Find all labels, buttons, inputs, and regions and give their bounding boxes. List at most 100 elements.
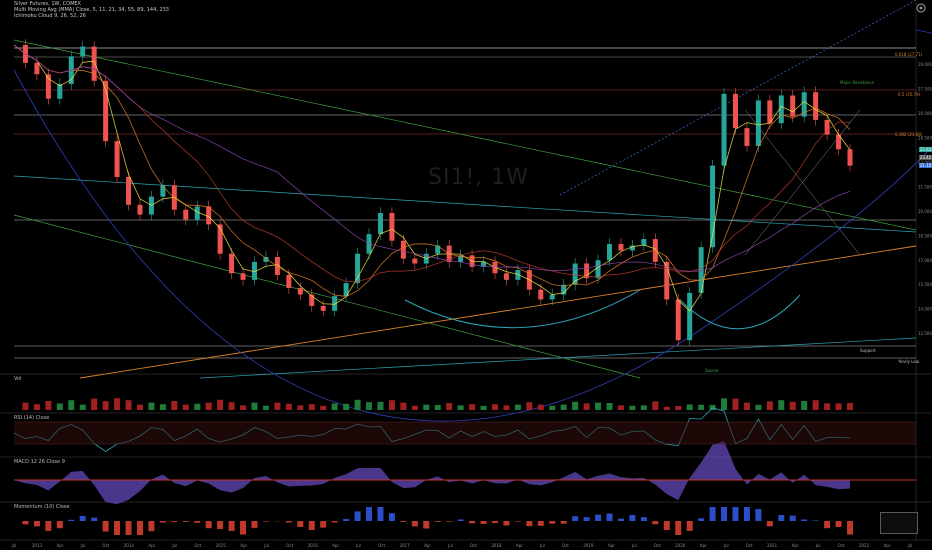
momentum-bar bbox=[251, 521, 258, 528]
candle-body bbox=[240, 273, 246, 280]
volume-bar bbox=[595, 402, 602, 410]
moving-average-24 bbox=[13, 44, 851, 272]
x-tick-label: Apr bbox=[332, 543, 339, 548]
candle-body bbox=[114, 141, 120, 178]
volume-bar bbox=[251, 402, 258, 410]
moving-average-3 bbox=[13, 44, 851, 312]
volume-bar bbox=[446, 403, 453, 410]
candle-body bbox=[824, 119, 830, 135]
momentum-bar bbox=[824, 521, 831, 529]
volume-bar bbox=[652, 401, 659, 410]
candle-body bbox=[710, 165, 716, 248]
momentum-bar bbox=[629, 515, 636, 521]
candle-body bbox=[377, 212, 383, 235]
x-tick-label: Oct bbox=[746, 543, 753, 548]
candle-body bbox=[561, 284, 567, 295]
volume-bars bbox=[22, 398, 853, 410]
momentum-bar bbox=[79, 515, 86, 521]
y-tick-label: 26.000 bbox=[918, 111, 932, 116]
volume-bar bbox=[686, 404, 693, 410]
candle-body bbox=[91, 46, 97, 81]
momentum-bar bbox=[480, 521, 487, 524]
y-tick-label: 18.500 bbox=[918, 233, 932, 238]
volume-bar bbox=[709, 405, 716, 410]
volume-bar bbox=[68, 400, 75, 410]
candle-body bbox=[664, 261, 670, 300]
trendline-teal bbox=[199, 337, 917, 379]
candle-body bbox=[595, 260, 601, 279]
momentum-bar bbox=[812, 520, 819, 521]
candle-body bbox=[755, 100, 761, 147]
volume-bar bbox=[583, 403, 590, 410]
y-tick-label: 23.000 bbox=[918, 160, 932, 165]
candle-body bbox=[320, 305, 326, 311]
candle-body bbox=[687, 292, 693, 341]
momentum-bar bbox=[388, 513, 395, 521]
x-tick-label: Oct bbox=[102, 543, 109, 548]
volume-bar bbox=[240, 405, 247, 410]
volume-bar bbox=[480, 405, 487, 410]
resistance-label: Major Resistance bbox=[840, 80, 874, 85]
momentum-bar bbox=[617, 518, 624, 521]
candle-body bbox=[618, 243, 624, 251]
volume-bar bbox=[789, 401, 796, 410]
volume-bar bbox=[743, 402, 750, 410]
candle-body bbox=[584, 263, 590, 279]
momentum-bar bbox=[297, 521, 304, 527]
volume-bar bbox=[721, 398, 728, 410]
x-tick-label: 2020 bbox=[675, 543, 686, 548]
indicator-line-1: Multi Moving Avg (MMA) Close, 5, 11, 21,… bbox=[14, 7, 169, 13]
mini-legend-box bbox=[880, 512, 918, 534]
yearly-label: Yearly Low bbox=[898, 359, 920, 364]
volume-bar bbox=[33, 404, 40, 410]
momentum-bar bbox=[366, 507, 373, 521]
candle-body bbox=[80, 46, 86, 57]
momentum-bar bbox=[320, 521, 327, 528]
momentum-bar bbox=[148, 521, 155, 532]
momentum-bar bbox=[240, 521, 247, 535]
moving-average-12 bbox=[13, 44, 850, 283]
volume-bar bbox=[434, 405, 441, 410]
trendline-orange bbox=[79, 245, 917, 379]
momentum-bar bbox=[469, 521, 476, 524]
momentum-bar bbox=[572, 516, 579, 521]
candle-body bbox=[607, 243, 613, 261]
momentum-bar bbox=[194, 521, 201, 523]
candle-body bbox=[160, 185, 166, 197]
saucer-curve-2 bbox=[679, 294, 801, 330]
volume-bar bbox=[824, 403, 831, 410]
volume-bar bbox=[217, 399, 224, 410]
momentum-bar bbox=[606, 513, 613, 521]
x-tick-label: 2021 bbox=[767, 543, 778, 548]
momentum-bar bbox=[434, 521, 441, 522]
x-tick-label: Jul bbox=[631, 543, 637, 548]
momentum-bar bbox=[331, 521, 338, 523]
volume-bar bbox=[766, 401, 773, 410]
volume-bar bbox=[182, 404, 189, 410]
momentum-bar bbox=[537, 521, 544, 526]
x-tick-label: Oct bbox=[286, 543, 293, 548]
fib-label-2: 0.5 (25.79) bbox=[898, 92, 921, 97]
volume-bar bbox=[331, 403, 338, 410]
volume-bar bbox=[343, 403, 350, 410]
momentum-bar bbox=[835, 521, 842, 527]
volume-bar bbox=[812, 400, 819, 410]
x-tick-label: Jul bbox=[815, 543, 821, 548]
volume-bar bbox=[732, 398, 739, 410]
candle-body bbox=[137, 204, 143, 215]
momentum-bar bbox=[228, 521, 235, 531]
momentum-bar bbox=[411, 521, 418, 527]
momentum-bar bbox=[56, 521, 63, 529]
momentum-bar bbox=[560, 521, 567, 524]
momentum-bar bbox=[171, 521, 178, 522]
momentum-bar bbox=[423, 521, 430, 529]
x-tick-label: Oct bbox=[838, 543, 845, 548]
volume-bar bbox=[56, 403, 63, 410]
momentum-bar bbox=[125, 521, 132, 535]
volume-bar bbox=[377, 401, 384, 410]
x-tick-label: Jul bbox=[723, 543, 729, 548]
saucer-curve-1 bbox=[404, 289, 641, 329]
candle-body bbox=[641, 239, 647, 246]
settings-gear-icon[interactable] bbox=[914, 1, 928, 15]
